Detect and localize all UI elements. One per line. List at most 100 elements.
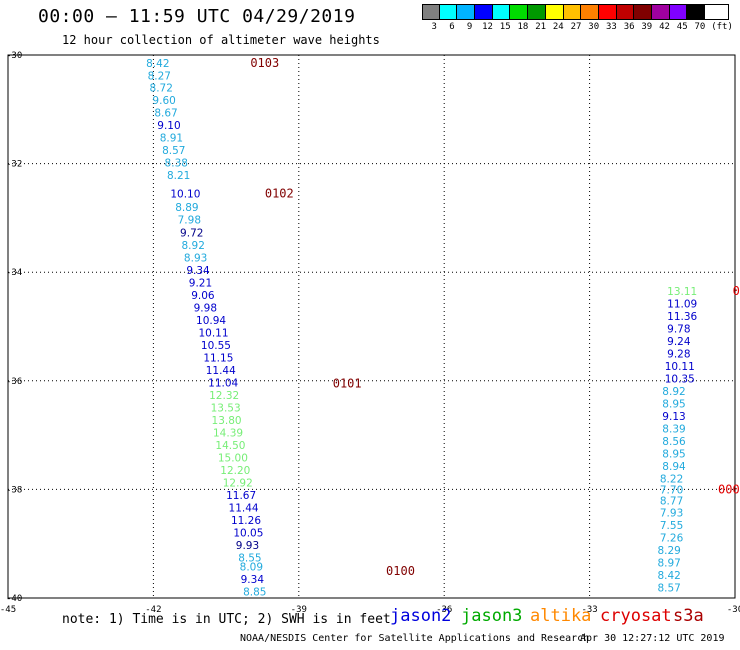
- wave-height-value: 7.26: [660, 533, 684, 545]
- wave-height-value: 11.04: [208, 377, 238, 389]
- wave-height-value: 8.21: [167, 170, 190, 182]
- y-tick-label: -34: [6, 268, 22, 278]
- wave-height-value: 8.89: [175, 202, 198, 214]
- legend-label: 6: [449, 22, 455, 32]
- color-legend: [422, 4, 705, 20]
- legend-label: 42: [659, 22, 670, 32]
- wave-height-value: 9.78: [667, 324, 690, 336]
- legend-swatch: [687, 4, 705, 20]
- wave-height-value: 7.55: [660, 520, 683, 532]
- wave-height-value: 8.27: [148, 71, 171, 83]
- wave-height-value: 8.09: [240, 562, 263, 574]
- wave-height-value: 7.70: [660, 484, 683, 496]
- wave-height-value: 9.13: [662, 411, 685, 423]
- track-time-label: 000: [718, 482, 740, 496]
- y-tick-label: -40: [6, 594, 22, 604]
- legend-swatch: [457, 4, 476, 20]
- wave-height-value: 9.93: [236, 540, 259, 552]
- wave-height-value: 9.34: [241, 574, 265, 586]
- satellite-s3a: s3a: [673, 606, 704, 626]
- satellite-cryosat: cryosat: [600, 606, 672, 626]
- wave-height-value: 9.72: [180, 228, 203, 240]
- track-time-label: 0101: [333, 377, 362, 391]
- legend-label: 18: [517, 22, 529, 32]
- wave-height-value: 10.11: [665, 361, 695, 373]
- legend-swatch: [634, 4, 652, 20]
- y-tick-label: -32: [6, 160, 22, 170]
- legend-label: 12: [482, 22, 493, 32]
- legend-label: 30: [588, 22, 600, 32]
- track-time-label: 0: [733, 284, 740, 298]
- wave-height-value: 12.32: [209, 390, 239, 402]
- x-tick-label: -45: [0, 605, 16, 615]
- page-subtitle: 12 hour collection of altimeter wave hei…: [62, 33, 380, 47]
- wave-height-value: 9.10: [157, 120, 180, 132]
- wave-height-value: 8.42: [146, 58, 169, 70]
- wave-height-value: 8.95: [662, 399, 685, 411]
- wave-height-value: 10.05: [233, 527, 263, 539]
- legend-label: 33: [606, 22, 617, 32]
- wave-height-value: 8.42: [657, 570, 680, 582]
- wave-height-value: 11.26: [231, 515, 261, 527]
- wave-height-value: 8.94: [662, 461, 686, 473]
- wave-height-value: 11.36: [667, 311, 697, 323]
- wave-height-value: 8.72: [150, 83, 173, 95]
- legend-swatch: [422, 4, 440, 20]
- wave-height-value: 10.94: [196, 315, 226, 327]
- legend-swatch: [616, 4, 635, 20]
- x-tick-label: -36: [436, 605, 452, 615]
- legend-swatch: [492, 4, 511, 20]
- legend-label: 3: [431, 22, 437, 32]
- x-tick-label: -33: [581, 605, 597, 615]
- wave-height-value: 8.56: [662, 436, 686, 448]
- legend-swatch: [475, 4, 493, 20]
- wave-height-value: 9.06: [191, 290, 215, 302]
- map-frame: [7, 54, 736, 599]
- legend-label: 24: [552, 22, 564, 32]
- wave-height-value: 8.38: [165, 158, 188, 170]
- wave-height-value: 9.21: [189, 278, 212, 290]
- legend-swatch: [669, 4, 688, 20]
- wave-height-value: 11.67: [226, 490, 256, 502]
- wave-height-value: 8.91: [160, 133, 183, 145]
- wave-height-value: 8.77: [660, 495, 683, 507]
- wave-height-value: 8.92: [662, 386, 685, 398]
- satellite-jason3: jason3: [461, 606, 523, 626]
- wave-height-value: 8.55: [238, 552, 261, 564]
- y-tick-label: -36: [6, 377, 22, 387]
- satellite-altika: altika: [530, 606, 592, 626]
- track-time-label: 0102: [265, 186, 294, 200]
- wave-height-value: 13.53: [211, 402, 241, 414]
- wave-height-value: 10.55: [201, 340, 231, 352]
- wave-height-value: 11.15: [203, 352, 233, 364]
- wave-height-value: 8.39: [662, 424, 685, 436]
- wave-height-value: 11.44: [206, 365, 236, 377]
- track-time-label: 0100: [386, 564, 415, 578]
- legend-label: 9: [466, 22, 473, 32]
- legend-swatch: [510, 4, 529, 20]
- wave-height-value: 9.34: [186, 265, 210, 277]
- wave-height-value: 8.93: [184, 253, 207, 265]
- y-tick-label: -38: [6, 485, 22, 495]
- wave-height-value: 12.92: [223, 477, 253, 489]
- wave-height-value: 10.35: [665, 374, 695, 386]
- credit-text: NOAA/NESDIS Center for Satellite Applica…: [240, 633, 590, 644]
- x-tick-label: -39: [291, 605, 307, 615]
- legend-swatch: [598, 4, 617, 20]
- legend-label: 70: [694, 22, 706, 32]
- wave-height-value: 8.95: [662, 449, 685, 461]
- satellite-jason2: jason2: [390, 606, 452, 626]
- wave-height-value: 9.98: [194, 302, 217, 314]
- legend-swatch: [545, 4, 564, 20]
- wave-height-value: 8.97: [657, 558, 680, 570]
- legend-swatch: [528, 4, 546, 20]
- wave-height-value: 13.80: [212, 415, 242, 427]
- legend-label: 27: [570, 22, 582, 32]
- wave-height-value: 7.93: [660, 508, 683, 520]
- wave-height-value: 12.20: [220, 465, 250, 477]
- wave-height-value: 8.22: [660, 474, 683, 486]
- x-tick-label: -42: [145, 605, 161, 615]
- legend-unit: (ft): [711, 22, 733, 32]
- wave-height-value: 11.44: [229, 502, 259, 514]
